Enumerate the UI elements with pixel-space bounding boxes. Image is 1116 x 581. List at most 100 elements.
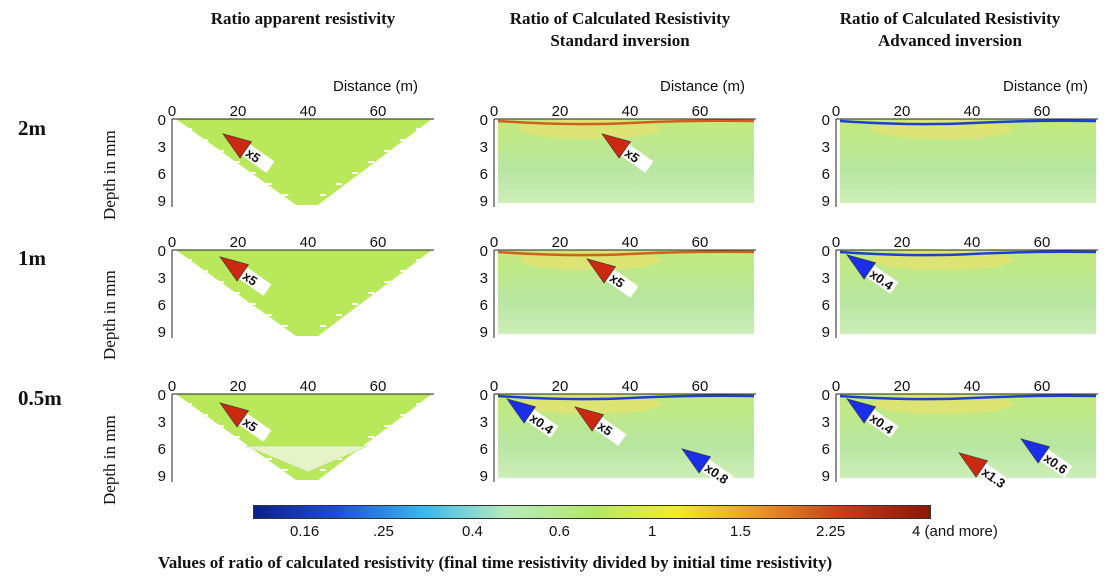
- section-plot: 0 20 40 60 0 3 6 9 x0.4 x5 x0.8: [480, 378, 756, 488]
- marker-label-bg: [602, 266, 639, 298]
- pseudosection-fill: [176, 119, 432, 205]
- y-tick-label: 6: [158, 297, 166, 314]
- x-tick-label: 20: [552, 103, 569, 120]
- y-tick-label: 6: [822, 297, 830, 314]
- marker-arrow: x5: [601, 133, 654, 173]
- colorbar-tick: .25: [373, 523, 394, 540]
- x-tick-label: 40: [622, 103, 639, 120]
- marker-label-bg: [862, 406, 899, 438]
- marker-triangle: [219, 402, 250, 428]
- section-plot: 0 20 40 60 0 3 6 9 x5: [158, 234, 434, 341]
- marker-arrow: x0.8: [681, 448, 734, 488]
- panel-0-1: 0 20 40 60 0 3 6 9 x5: [480, 103, 758, 210]
- marker-label-bg: [238, 141, 275, 173]
- x-tick-label: 0: [490, 234, 498, 251]
- x-tick-label: 0: [832, 103, 840, 120]
- marker-triangle: [506, 398, 537, 424]
- marker-label-bg: [590, 414, 627, 446]
- panel-1-0: 0 20 40 60 0 3 6 9 x5: [158, 234, 436, 341]
- y-axis-label: Depth in mm: [100, 130, 119, 220]
- marker-arrow: x5: [222, 133, 275, 173]
- marker-triangle: [586, 258, 617, 284]
- marker-triangle: [846, 398, 877, 424]
- colorbar-tick: 0.6: [549, 523, 570, 540]
- y-tick-label: 6: [480, 297, 488, 314]
- x-tick-label: 20: [552, 234, 569, 251]
- y-tick-label: 3: [822, 414, 830, 431]
- marker-label: x5: [622, 145, 642, 166]
- x-tick-label: 60: [692, 378, 709, 395]
- x-tick-label: 40: [964, 103, 981, 120]
- section-plot: 0 20 40 60 0 3 6 9 x5: [158, 378, 434, 485]
- marker-arrow: x5: [574, 406, 627, 446]
- y-tick-label: 9: [480, 193, 488, 210]
- y-tick-label: 6: [158, 441, 166, 458]
- x-tick-label: 40: [300, 378, 317, 395]
- marker-triangle: [958, 452, 989, 478]
- panel-1-1: 0 20 40 60 0 3 6 9 x5: [480, 234, 758, 341]
- pseudosection-fill: [176, 250, 432, 336]
- x-tick-label: 0: [168, 234, 176, 251]
- marker-label: x5: [595, 418, 615, 439]
- x-tick-label: 0: [168, 378, 176, 395]
- marker-triangle: [574, 406, 605, 432]
- y-tick-label: 9: [158, 193, 166, 210]
- low-coverage-zone: [245, 445, 369, 473]
- x-tick-label: 40: [622, 378, 639, 395]
- figure-caption: Values of ratio of calculated resistivit…: [158, 553, 833, 572]
- section-plot: 0 20 40 60 0 3 6 9 x5: [480, 234, 756, 341]
- x-tick-label: 60: [692, 103, 709, 120]
- colorbar-tick: 4 (and more): [912, 523, 998, 540]
- x-tick-label: 20: [894, 234, 911, 251]
- section-plot: 0 20 40 60 0 3 6 9 x5: [158, 103, 434, 210]
- y-tick-label: 0: [480, 387, 488, 404]
- panel-1-2: 0 20 40 60 0 3 6 9 x0.4: [822, 234, 1100, 341]
- panel-2-2: 0 20 40 60 0 3 6 9 x0.4 x1.3 x0.6: [822, 378, 1100, 492]
- y-tick-label: 6: [822, 166, 830, 183]
- y-tick-label: 0: [158, 243, 166, 260]
- marker-arrow: x5: [219, 402, 272, 442]
- marker-label: x5: [243, 145, 263, 166]
- surface-anomaly: [839, 119, 1097, 126]
- colorbar-tick: 1: [648, 523, 657, 540]
- y-tick-label: 6: [480, 166, 488, 183]
- x-tick-label: 40: [964, 378, 981, 395]
- pseudosection-edges: [186, 128, 422, 196]
- x-tick-label: 40: [300, 103, 317, 120]
- y-tick-label: 0: [480, 243, 488, 260]
- x-tick-label: 60: [1034, 103, 1051, 120]
- marker-label-bg: [974, 460, 1011, 492]
- column-title-line1: Ratio of Calculated Resistivity: [509, 9, 731, 28]
- column-title-line2: Advanced inversion: [877, 31, 1023, 50]
- x-tick-label: 20: [894, 103, 911, 120]
- panel-0-2: 0 20 40 60 0 3 6 9: [822, 103, 1100, 210]
- y-tick-label: 3: [158, 414, 166, 431]
- x-tick-label: 60: [370, 103, 387, 120]
- y-tick-label: 9: [822, 324, 830, 341]
- marker-label-bg: [1036, 446, 1073, 478]
- y-tick-label: 6: [158, 166, 166, 183]
- marker-arrow: x0.6: [1020, 438, 1073, 478]
- x-tick-label: 60: [370, 234, 387, 251]
- marker-triangle: [601, 133, 632, 159]
- x-tick-label: 40: [964, 234, 981, 251]
- y-tick-label: 3: [822, 139, 830, 156]
- surface-anomaly: [839, 394, 1097, 401]
- x-tick-label: 20: [552, 378, 569, 395]
- x-tick-label: 20: [230, 378, 247, 395]
- x-tick-label: 20: [230, 234, 247, 251]
- column-title-line1: Ratio apparent resistivity: [210, 9, 396, 28]
- y-tick-label: 0: [822, 243, 830, 260]
- section-plot: 0 20 40 60 0 3 6 9 x5: [480, 103, 756, 210]
- y-tick-label: 9: [480, 468, 488, 485]
- marker-arrow: x0.4: [506, 398, 559, 438]
- row-label-1m: 1m: [18, 246, 46, 270]
- pseudosection-edges: [186, 259, 422, 327]
- panel-2-1: 0 20 40 60 0 3 6 9 x0.4 x5 x0.8: [480, 378, 758, 488]
- y-tick-label: 0: [158, 112, 166, 129]
- marker-label-bg: [697, 456, 734, 488]
- marker-label-bg: [235, 264, 272, 296]
- panel-2-0: 0 20 40 60 0 3 6 9 x5: [158, 378, 436, 485]
